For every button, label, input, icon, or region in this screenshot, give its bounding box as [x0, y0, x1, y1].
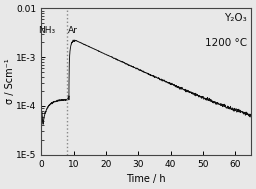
X-axis label: Time / h: Time / h — [126, 174, 166, 184]
Y-axis label: σ / Scm⁻¹: σ / Scm⁻¹ — [5, 59, 15, 104]
Text: 1200 °C: 1200 °C — [205, 38, 247, 48]
Text: Y₂O₃: Y₂O₃ — [224, 13, 247, 23]
Text: NH₃: NH₃ — [38, 26, 55, 35]
Text: Ar: Ar — [68, 26, 78, 35]
